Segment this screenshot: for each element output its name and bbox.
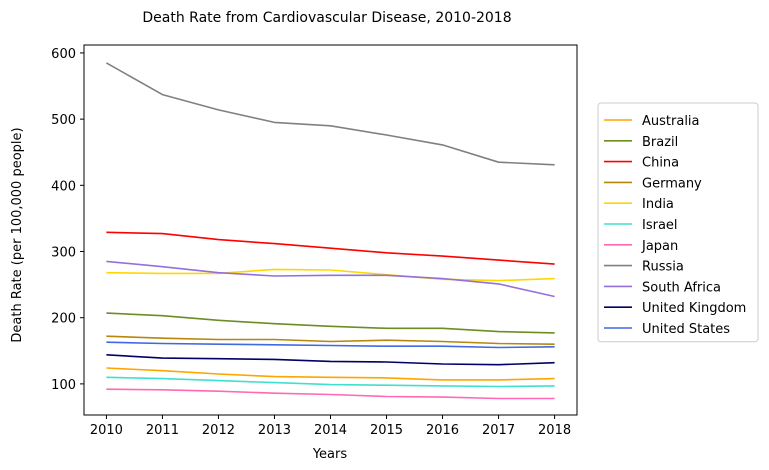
series-line-russia bbox=[106, 62, 555, 166]
legend-frame bbox=[597, 102, 759, 343]
legend-label-australia: Australia bbox=[642, 114, 700, 129]
legend-label-germany: Germany bbox=[642, 176, 702, 191]
x-axis-label: Years bbox=[312, 447, 348, 462]
x-tick-label: 2017 bbox=[482, 423, 515, 438]
legend-label-russia: Russia bbox=[642, 260, 684, 275]
y-axis-label: Death Rate (per 100,000 people) bbox=[10, 127, 25, 342]
legend-label-japan: Japan bbox=[641, 239, 678, 254]
series-line-south-africa bbox=[106, 260, 555, 298]
plot-area: 2010 2011 2012 2013 2014 2015 2016 2017 2018 100 2… bbox=[51, 47, 571, 438]
x-tick-label: 2013 bbox=[258, 423, 291, 438]
series-line-united-kingdom bbox=[106, 354, 555, 366]
x-tick-label: 2014 bbox=[314, 423, 347, 438]
legend-label-israel: Israel bbox=[642, 218, 678, 233]
x-tick-label: 2010 bbox=[90, 423, 123, 438]
x-tick-label: 2012 bbox=[202, 423, 235, 438]
legend-label-china: China bbox=[642, 156, 679, 171]
plot-frame bbox=[83, 44, 578, 416]
legend-label-india: India bbox=[642, 197, 674, 212]
series-line-brazil bbox=[106, 312, 555, 334]
chart-title: Death Rate from Cardiovascular Disease, … bbox=[142, 10, 511, 26]
x-tick-label: 2016 bbox=[426, 423, 459, 438]
legend: Australia Brazil China Germany India Israel Ja… bbox=[597, 102, 759, 343]
y-tick-label: 200 bbox=[51, 312, 76, 327]
series-line-china bbox=[106, 231, 555, 265]
legend-label-united-kingdom: United Kingdom bbox=[642, 301, 746, 316]
y-tick-label: 100 bbox=[51, 378, 76, 393]
series-line-united-states bbox=[106, 341, 555, 349]
legend-label-south-africa: South Africa bbox=[642, 280, 721, 295]
x-tick-label: 2018 bbox=[538, 423, 571, 438]
series-line-germany bbox=[106, 335, 555, 345]
series-line-israel bbox=[106, 376, 555, 388]
y-tick-label: 600 bbox=[51, 47, 76, 62]
y-tick-label: 400 bbox=[51, 179, 76, 194]
x-tick-label: 2011 bbox=[146, 423, 179, 438]
series-line-india bbox=[106, 268, 555, 282]
x-tick-label: 2015 bbox=[370, 423, 403, 438]
y-tick-label: 300 bbox=[51, 246, 76, 261]
legend-label-united-states: United States bbox=[642, 322, 730, 337]
y-tick-label: 500 bbox=[51, 113, 76, 128]
series-line-japan bbox=[106, 388, 555, 400]
series-line-australia bbox=[106, 367, 555, 381]
legend-label-brazil: Brazil bbox=[642, 135, 678, 150]
